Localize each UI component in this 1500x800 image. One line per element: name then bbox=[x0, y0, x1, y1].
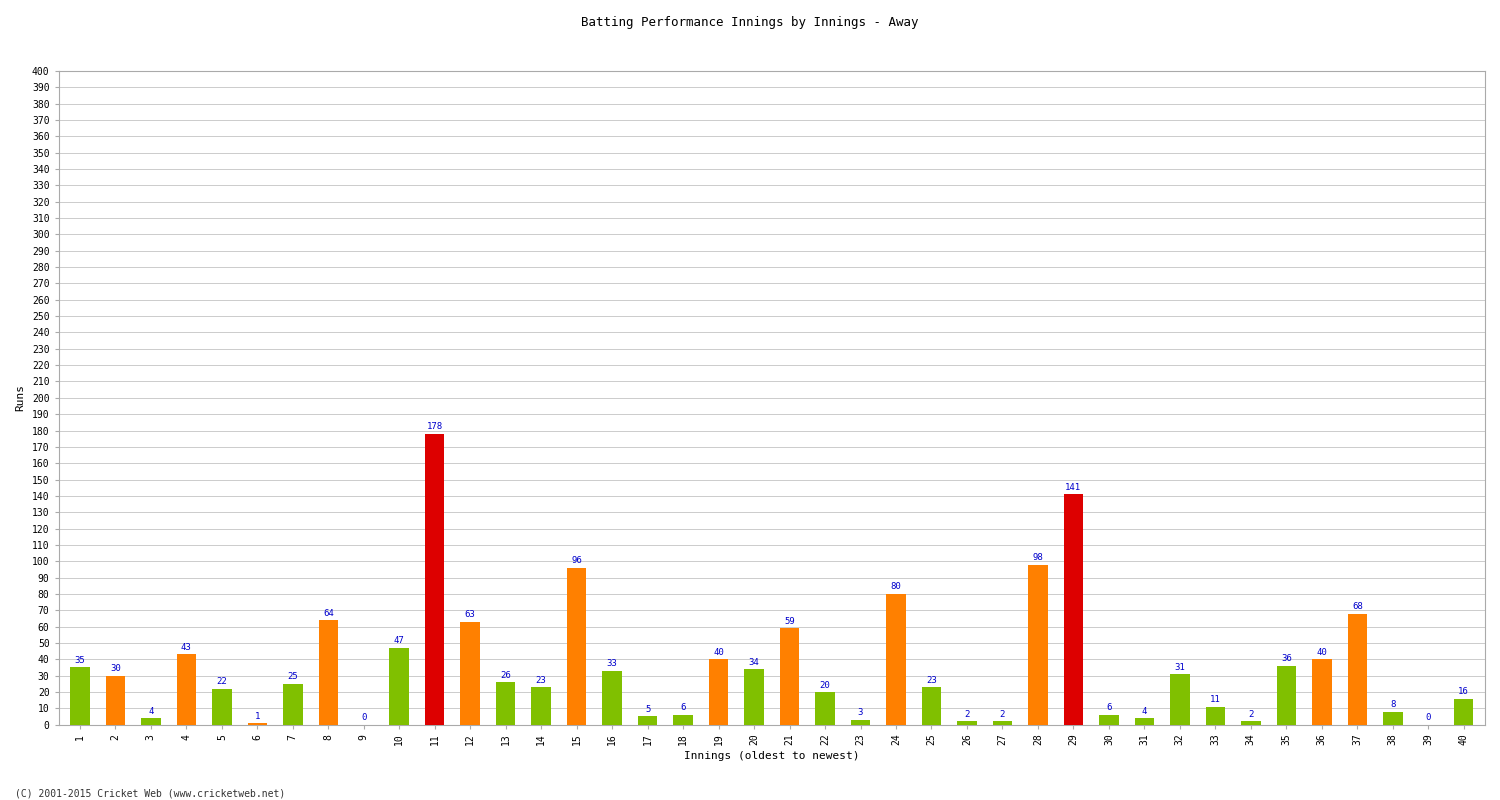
Text: 11: 11 bbox=[1210, 695, 1221, 704]
Text: 23: 23 bbox=[926, 676, 938, 685]
Bar bbox=[424, 434, 444, 725]
Text: 96: 96 bbox=[572, 556, 582, 566]
Text: 25: 25 bbox=[288, 672, 298, 682]
Bar bbox=[567, 568, 586, 725]
Text: 33: 33 bbox=[608, 659, 618, 668]
Text: 47: 47 bbox=[394, 637, 405, 646]
Bar bbox=[177, 654, 197, 725]
Bar bbox=[816, 692, 836, 725]
Bar bbox=[674, 715, 693, 725]
Text: 6: 6 bbox=[681, 703, 686, 713]
Bar bbox=[531, 687, 550, 725]
Text: 4: 4 bbox=[148, 706, 153, 716]
Text: 59: 59 bbox=[784, 617, 795, 626]
Text: (C) 2001-2015 Cricket Web (www.cricketweb.net): (C) 2001-2015 Cricket Web (www.cricketwe… bbox=[15, 788, 285, 798]
Bar bbox=[105, 676, 125, 725]
Bar bbox=[638, 717, 657, 725]
Text: 22: 22 bbox=[216, 678, 226, 686]
Bar bbox=[1312, 659, 1332, 725]
Y-axis label: Runs: Runs bbox=[15, 384, 26, 411]
Text: 31: 31 bbox=[1174, 662, 1185, 671]
Bar bbox=[70, 667, 90, 725]
Text: 3: 3 bbox=[858, 708, 862, 718]
Text: 2: 2 bbox=[964, 710, 969, 719]
Text: 63: 63 bbox=[465, 610, 476, 619]
Bar bbox=[603, 670, 622, 725]
Text: 30: 30 bbox=[110, 664, 120, 673]
Text: 16: 16 bbox=[1458, 687, 1468, 696]
Bar bbox=[957, 722, 976, 725]
Text: 6: 6 bbox=[1106, 703, 1112, 713]
Bar bbox=[993, 722, 1012, 725]
Text: 20: 20 bbox=[819, 681, 831, 690]
Text: 5: 5 bbox=[645, 705, 651, 714]
Text: Batting Performance Innings by Innings - Away: Batting Performance Innings by Innings -… bbox=[582, 16, 918, 29]
Bar bbox=[886, 594, 906, 725]
Text: 98: 98 bbox=[1032, 553, 1044, 562]
Text: 23: 23 bbox=[536, 676, 546, 685]
Text: 40: 40 bbox=[1317, 648, 1328, 657]
Text: 141: 141 bbox=[1065, 482, 1082, 492]
Bar bbox=[1240, 722, 1260, 725]
Bar bbox=[1454, 698, 1473, 725]
Bar bbox=[1100, 715, 1119, 725]
Text: 0: 0 bbox=[362, 714, 366, 722]
Bar bbox=[141, 718, 160, 725]
Bar bbox=[1383, 711, 1402, 725]
Text: 4: 4 bbox=[1142, 706, 1148, 716]
Text: 1: 1 bbox=[255, 711, 260, 721]
Bar bbox=[211, 689, 231, 725]
Text: 2: 2 bbox=[1248, 710, 1254, 719]
Bar bbox=[1134, 718, 1154, 725]
Text: 0: 0 bbox=[1425, 714, 1431, 722]
Bar bbox=[1347, 614, 1366, 725]
Bar bbox=[1028, 565, 1047, 725]
Text: 8: 8 bbox=[1390, 700, 1395, 709]
Text: 178: 178 bbox=[426, 422, 442, 431]
Text: 43: 43 bbox=[182, 643, 192, 652]
Text: 64: 64 bbox=[322, 609, 333, 618]
Text: 2: 2 bbox=[999, 710, 1005, 719]
Text: 68: 68 bbox=[1352, 602, 1362, 611]
Bar bbox=[496, 682, 516, 725]
Bar bbox=[1170, 674, 1190, 725]
Bar bbox=[921, 687, 940, 725]
Text: 40: 40 bbox=[712, 648, 724, 657]
Bar bbox=[248, 723, 267, 725]
Bar bbox=[460, 622, 480, 725]
Bar bbox=[1276, 666, 1296, 725]
Bar bbox=[744, 669, 764, 725]
Text: 80: 80 bbox=[891, 582, 902, 591]
Bar bbox=[780, 628, 800, 725]
Text: 36: 36 bbox=[1281, 654, 1292, 663]
Bar bbox=[850, 720, 870, 725]
Bar bbox=[1064, 494, 1083, 725]
Bar bbox=[1206, 706, 1225, 725]
Bar bbox=[284, 684, 303, 725]
Bar bbox=[710, 659, 729, 725]
Text: 26: 26 bbox=[501, 670, 512, 680]
X-axis label: Innings (oldest to newest): Innings (oldest to newest) bbox=[684, 751, 859, 761]
Text: 34: 34 bbox=[748, 658, 759, 666]
Bar bbox=[390, 648, 410, 725]
Text: 35: 35 bbox=[75, 656, 86, 665]
Bar bbox=[318, 620, 338, 725]
